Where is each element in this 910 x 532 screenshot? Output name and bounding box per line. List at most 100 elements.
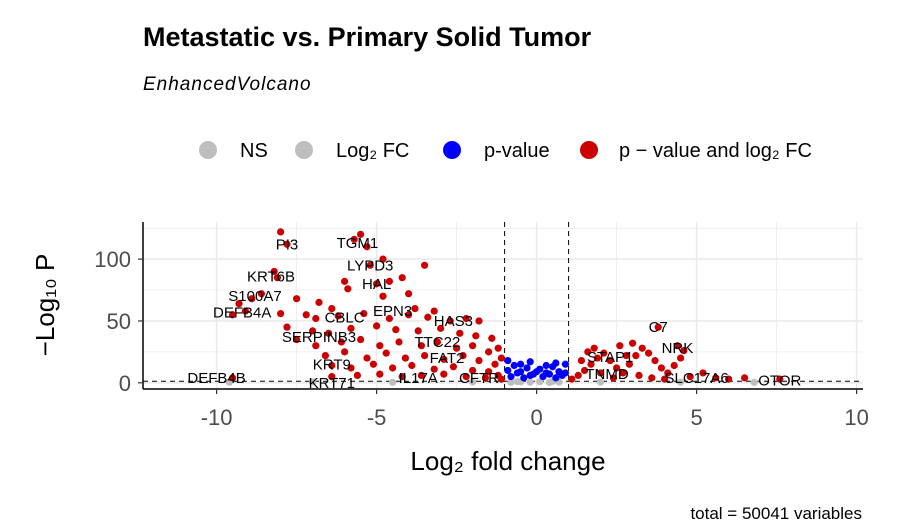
data-point xyxy=(398,373,406,381)
data-point xyxy=(552,359,560,367)
data-point xyxy=(421,352,429,360)
data-point xyxy=(309,378,317,386)
data-point xyxy=(469,342,477,350)
data-point xyxy=(379,255,387,263)
gene-label: TNMD xyxy=(585,366,628,383)
data-point xyxy=(241,307,249,315)
y-axis-title: −Log₁₀ P xyxy=(30,254,60,357)
data-point xyxy=(485,368,493,376)
gene-label: IL17A xyxy=(399,370,438,387)
data-point xyxy=(616,342,624,350)
y-tick-label: 100 xyxy=(94,247,131,272)
data-point xyxy=(606,356,614,365)
legend-label: p − value and log₂ FC xyxy=(619,140,812,162)
data-point xyxy=(277,228,285,236)
data-point xyxy=(776,375,784,383)
gene-label: KRT9 xyxy=(313,356,351,373)
data-point xyxy=(248,295,256,303)
gene-label: CBLC xyxy=(325,309,365,326)
data-point xyxy=(638,344,646,352)
data-point xyxy=(645,349,653,357)
data-point xyxy=(686,373,694,381)
data-point xyxy=(552,374,560,382)
data-point xyxy=(459,352,467,360)
data-point xyxy=(440,355,448,363)
data-point xyxy=(417,371,425,379)
data-point xyxy=(462,373,470,381)
data-point xyxy=(293,295,301,303)
data-point xyxy=(584,348,592,356)
data-point xyxy=(417,342,425,350)
data-point xyxy=(357,230,365,238)
data-point xyxy=(539,373,547,381)
legend-key xyxy=(295,141,313,159)
data-point xyxy=(475,317,483,325)
data-point xyxy=(619,369,627,377)
legend-key xyxy=(199,141,217,159)
data-point xyxy=(561,369,570,377)
data-point xyxy=(469,366,477,375)
data-point xyxy=(337,338,345,346)
gene-label: LYPD3 xyxy=(347,257,393,274)
data-point xyxy=(491,360,499,368)
data-point xyxy=(309,327,317,335)
data-point xyxy=(373,322,381,330)
legend-label: NS xyxy=(240,140,268,162)
data-point xyxy=(373,280,381,288)
data-point xyxy=(513,377,522,386)
data-point xyxy=(235,300,243,308)
data-point xyxy=(341,277,349,285)
data-point xyxy=(283,240,291,248)
data-point xyxy=(433,338,441,346)
data-point xyxy=(334,312,342,320)
data-point xyxy=(366,261,374,269)
data-point xyxy=(385,314,393,323)
data-point xyxy=(229,311,237,319)
gene-label: CFTR xyxy=(459,370,499,387)
data-point xyxy=(405,311,413,319)
data-point xyxy=(277,309,285,318)
data-point xyxy=(661,375,669,383)
data-point xyxy=(325,329,333,337)
data-point xyxy=(456,329,464,337)
data-point xyxy=(590,344,598,352)
gene-label: HAL xyxy=(362,276,391,293)
data-point xyxy=(411,304,419,313)
data-point xyxy=(446,317,454,325)
data-point xyxy=(440,370,448,378)
data-point xyxy=(389,364,397,372)
data-point xyxy=(651,356,659,365)
data-point xyxy=(587,360,595,368)
y-tick-label: 0 xyxy=(119,371,131,396)
data-point xyxy=(513,369,522,377)
data-point xyxy=(507,373,515,381)
data-point xyxy=(750,378,758,387)
data-point xyxy=(533,368,541,376)
gene-label: C7 xyxy=(649,319,668,336)
x-axis-title: Log₂ fold change xyxy=(410,446,605,476)
data-point xyxy=(622,352,630,360)
data-point xyxy=(363,354,371,362)
data-point xyxy=(369,360,377,368)
data-point xyxy=(273,274,281,282)
gene-label: SERPINB3 xyxy=(282,329,356,346)
data-point xyxy=(257,290,265,298)
gene-label: KRT6B xyxy=(247,268,295,285)
data-point xyxy=(229,374,237,382)
gene-label: S100A7 xyxy=(228,288,281,305)
data-point xyxy=(401,354,409,362)
data-point xyxy=(357,335,365,344)
data-point xyxy=(488,334,496,342)
data-point xyxy=(657,364,666,372)
gene-label: DEFB4B xyxy=(187,370,245,387)
legend-key xyxy=(443,141,461,159)
data-point xyxy=(392,326,400,334)
gene-label: OTOR xyxy=(758,372,801,389)
data-point xyxy=(312,314,320,323)
data-point xyxy=(328,304,336,313)
data-point xyxy=(344,285,352,293)
gene-label: TGM1 xyxy=(337,235,379,252)
chart-caption: total = 50041 variables xyxy=(690,504,862,523)
data-point xyxy=(504,366,512,375)
data-point xyxy=(270,267,278,276)
